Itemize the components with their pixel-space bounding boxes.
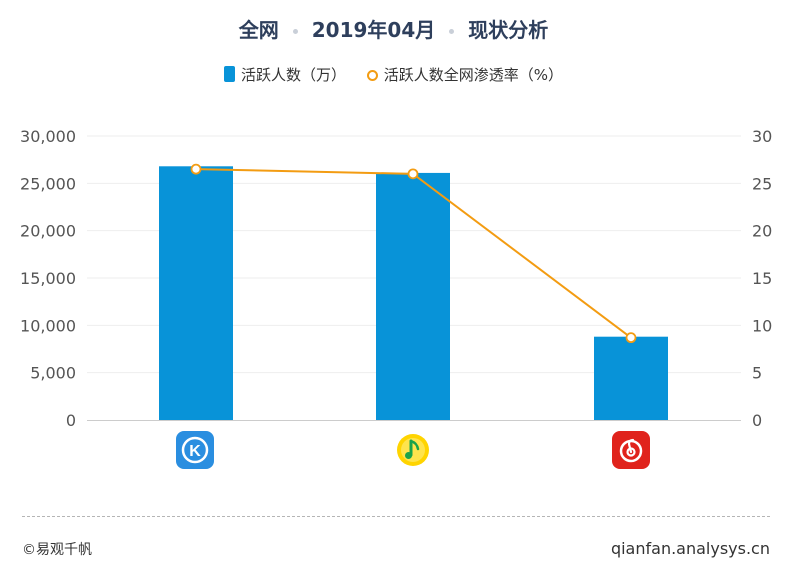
bar: [159, 166, 233, 420]
y-left-tick-label: 25,000: [20, 174, 76, 193]
bar: [594, 336, 668, 420]
legend-line-label: 活跃人数全网渗透率（%）: [383, 66, 564, 84]
y-left-tick-label: 30,000: [20, 127, 76, 146]
y-right-tick-label: 30: [752, 127, 772, 146]
title-separator-dot: [449, 29, 455, 34]
title-separator-dot: [292, 29, 298, 34]
y-left-tick-label: 0: [66, 411, 76, 430]
svg-text:K: K: [189, 443, 201, 460]
chart-legend: 活跃人数（万） 活跃人数全网渗透率（%）: [0, 64, 787, 85]
source-link[interactable]: qianfan.analysys.cn: [610, 539, 770, 558]
line-point: [190, 163, 202, 175]
y-left-tick-label: 15,000: [20, 269, 76, 288]
qq-music-icon: [394, 431, 432, 469]
title-subject: 现状分析: [468, 18, 549, 42]
netease-cloud-music-icon: [612, 431, 650, 469]
y-right-tick-label: 5: [752, 364, 762, 383]
y-left-tick-label: 5,000: [30, 364, 76, 383]
legend-bar-label: 活跃人数（万）: [240, 66, 346, 84]
y-left-tick-label: 20,000: [20, 222, 76, 241]
copyright-text: ©易观千帆: [22, 542, 92, 558]
chart-title: 全网 2019年04月 现状分析: [0, 14, 787, 43]
y-right-tick-label: 15: [752, 269, 772, 288]
title-period: 2019年04月: [311, 18, 436, 42]
legend-item-active-users[interactable]: 活跃人数（万）: [223, 64, 346, 85]
line-point: [407, 168, 419, 180]
y-right-tick-label: 0: [752, 411, 762, 430]
bar: [376, 172, 450, 420]
line-point: [625, 332, 637, 344]
legend-line-swatch: [366, 70, 378, 81]
y-right-tick-label: 25: [752, 174, 772, 193]
combo-chart: 0 5,000 10,000 15,000 20,000 25,000 30,000 0 5 10…: [20, 127, 772, 430]
footer-divider: [22, 516, 770, 517]
y-right-tick-label: 20: [752, 222, 772, 241]
kugou-music-icon: K: [176, 431, 214, 469]
y-right-tick-label: 10: [752, 316, 772, 335]
legend-bar-swatch: [223, 66, 235, 82]
y-left-tick-label: 10,000: [20, 316, 76, 335]
title-scope: 全网: [238, 18, 279, 42]
legend-item-penetration-rate[interactable]: 活跃人数全网渗透率（%）: [366, 64, 564, 85]
